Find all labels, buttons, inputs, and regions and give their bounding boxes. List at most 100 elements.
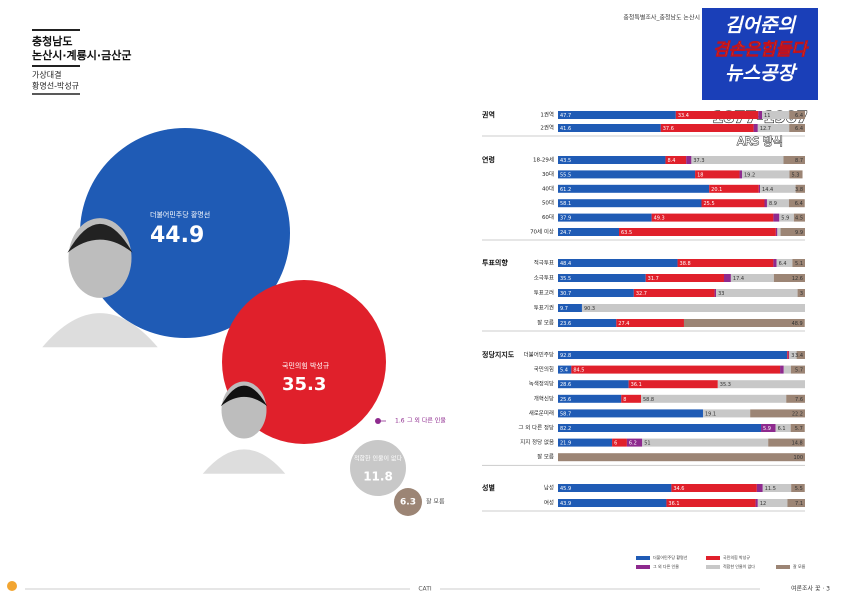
- row-label: 그 외 다른 정당: [518, 424, 554, 432]
- bar-segment: [780, 365, 784, 374]
- value-label: 17.4: [733, 276, 744, 282]
- row-label: 잘 모름: [537, 319, 554, 327]
- row-label: 개혁신당: [534, 394, 554, 402]
- survey-tag: 충청특별조사_충청남도 논산시: [623, 14, 700, 22]
- bar-segment: [671, 484, 757, 492]
- value-label: 9.9: [795, 230, 803, 236]
- bar-segment: [758, 111, 763, 119]
- bar-segment: [742, 170, 790, 179]
- bar-segment: [558, 170, 696, 179]
- bar-segment: [651, 213, 774, 222]
- bar-segment: [758, 184, 761, 193]
- value-label: 8: [623, 397, 626, 403]
- bar-segment: [701, 199, 765, 208]
- value-label: 6.1: [778, 426, 786, 432]
- bar-segment: [612, 438, 627, 447]
- value-label: 37.9: [560, 216, 571, 222]
- value-label: 6: [614, 441, 617, 447]
- bar-segment: [558, 213, 652, 222]
- bar-segment: [753, 124, 758, 132]
- value-label: 37.6: [663, 126, 674, 132]
- bar-segment: [797, 289, 805, 297]
- bar-segment: [558, 259, 678, 267]
- value-label: 28.6: [560, 382, 571, 388]
- value-label: 45.9: [560, 486, 571, 492]
- value-label: 31.7: [648, 276, 659, 282]
- value-label: 58.1: [560, 201, 571, 207]
- bar-segment: [773, 259, 777, 267]
- bubble-value: 1.6: [395, 418, 405, 425]
- bar-segment: [665, 156, 687, 164]
- bar-segment: [764, 199, 767, 208]
- legend-label: 그 외 다른 인물: [653, 563, 679, 569]
- bar-segment: [558, 124, 661, 132]
- bar-segment: [787, 499, 805, 507]
- value-label: 58.7: [560, 411, 571, 417]
- bar-segment: [775, 424, 791, 432]
- value-label: 8.4: [667, 158, 675, 164]
- bar-segment: [773, 213, 780, 222]
- bubble: [80, 128, 290, 338]
- bar-segment: [558, 289, 634, 297]
- bar-segment: [571, 365, 781, 374]
- bar-segment: [760, 184, 796, 193]
- bar-segment: [789, 170, 803, 179]
- matchup-label: 가상대결: [32, 70, 61, 80]
- value-label: 34.6: [673, 486, 684, 492]
- value-label: 5.4: [560, 368, 568, 374]
- bubble-label: 잘 모름: [426, 498, 445, 506]
- value-label: 33.4: [678, 113, 689, 119]
- legend-swatch: [636, 556, 650, 560]
- row-label: 남성: [544, 484, 554, 492]
- bar-segment: [558, 394, 622, 403]
- bar-segment: [558, 380, 629, 389]
- row-label: 투표고려: [534, 289, 554, 297]
- legend-label: 더불어민주당 황명선: [653, 554, 688, 560]
- row-label: 50대: [542, 199, 554, 207]
- value-label: 6.4: [795, 201, 803, 207]
- bar-segment: [757, 124, 790, 132]
- value-label: 21.9: [560, 441, 571, 447]
- value-label: 6.4: [795, 126, 803, 132]
- portrait: [202, 449, 286, 474]
- value-label: 25.5: [704, 201, 715, 207]
- value-label: 7.6: [795, 397, 803, 403]
- row-label: 투표기권: [534, 304, 554, 312]
- row-label: 2권역: [540, 124, 554, 132]
- bar-segment: [558, 304, 582, 312]
- legend-swatch: [636, 565, 650, 569]
- row-label: 지지 정당 없음: [520, 438, 554, 446]
- bar-segment: [766, 199, 789, 208]
- row-label: 소극투표: [534, 275, 554, 282]
- value-label: 24.7: [560, 230, 571, 236]
- value-label: 5.9: [763, 426, 771, 432]
- value-label: 5.7: [795, 426, 803, 432]
- bar-segment: [714, 289, 717, 297]
- bar-segment: [626, 438, 643, 447]
- bubble-label: 국민의힘 박성규: [282, 361, 330, 370]
- bar-segment: [750, 409, 805, 418]
- value-label: 38.8: [680, 261, 691, 267]
- bar-segment: [790, 365, 805, 374]
- value-label: 36.1: [631, 382, 642, 388]
- bar-segment: [558, 424, 762, 432]
- bubble: [375, 418, 381, 424]
- bar-segment: [755, 499, 758, 507]
- bar-segment: [558, 409, 703, 418]
- bar-segment: [702, 409, 751, 418]
- row-label: 적극투표: [534, 260, 554, 267]
- bar-segment: [660, 124, 754, 132]
- bubble-label: 그 외 다른 인물: [407, 417, 446, 425]
- bar-segment: [783, 365, 791, 374]
- bar-segment: [717, 380, 805, 389]
- bar-segment: [716, 289, 798, 297]
- bar-segment: [677, 259, 774, 267]
- bar-segment: [633, 289, 715, 297]
- bar-segment: [756, 484, 763, 492]
- group-label: 투표의향: [482, 258, 508, 267]
- row-label: 40대: [542, 184, 554, 192]
- bar-segment: [795, 184, 805, 193]
- bubble-value: 35.3: [282, 374, 326, 395]
- row-label: 여성: [544, 499, 554, 507]
